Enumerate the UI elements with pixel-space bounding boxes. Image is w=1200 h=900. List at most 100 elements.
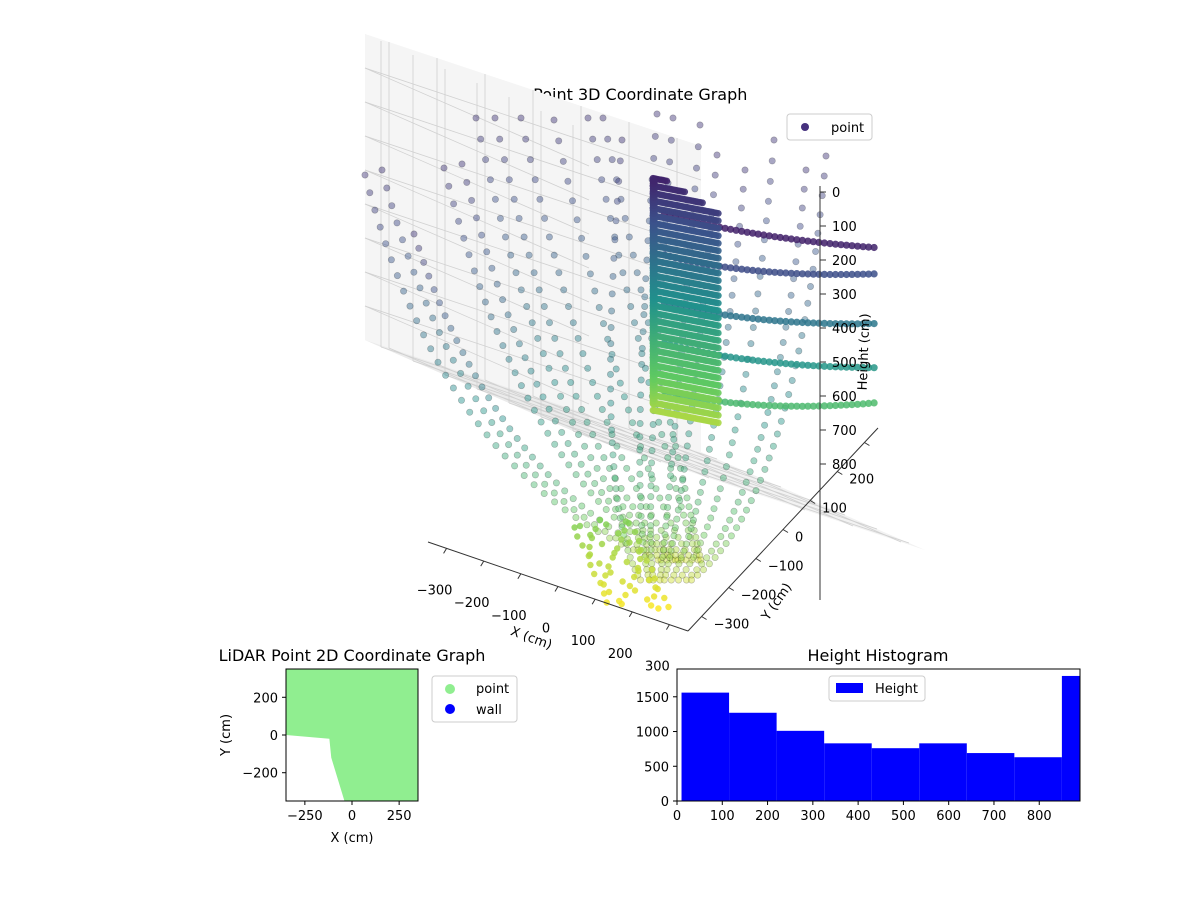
data-point [782, 360, 790, 368]
data-point [809, 319, 818, 327]
data-point [754, 315, 762, 323]
data-point [465, 251, 473, 259]
z-axis-tick-label: 100 [832, 220, 857, 235]
data-point [752, 487, 760, 495]
data-point [703, 554, 711, 562]
floor-grid-line [444, 374, 782, 488]
data-point [727, 399, 735, 407]
data-point [476, 283, 484, 291]
data-point [687, 524, 695, 532]
data-point [722, 463, 730, 471]
histogram-legend: Height [828, 675, 926, 702]
data-point [637, 376, 645, 384]
data-point [591, 570, 598, 578]
data-point [626, 582, 634, 590]
data-point [721, 224, 729, 232]
data-point [607, 340, 615, 348]
data-point [659, 503, 667, 511]
data-point [608, 439, 616, 447]
data-point [617, 195, 625, 203]
data-point [598, 540, 606, 548]
data-point [649, 176, 658, 185]
data-point [506, 425, 514, 433]
data-point [848, 401, 856, 409]
data-point [636, 419, 644, 427]
data-point [457, 396, 465, 404]
data-point [613, 197, 621, 205]
data-point [610, 513, 618, 521]
data-point [677, 554, 685, 562]
data-point [698, 560, 706, 568]
data-point [584, 364, 592, 372]
data-point [665, 603, 672, 611]
data-point [738, 400, 746, 408]
data-point [472, 395, 480, 403]
data-point [609, 554, 616, 561]
data-point [714, 411, 722, 419]
data-point [382, 240, 390, 248]
data-point [427, 345, 435, 353]
data-point [505, 176, 513, 184]
data-point [714, 262, 722, 270]
data-point [416, 284, 424, 292]
data-point [625, 519, 632, 527]
data-point [599, 320, 607, 328]
data-point [520, 471, 528, 479]
data-point [442, 342, 450, 350]
data-point [848, 242, 856, 250]
data-point [730, 275, 738, 283]
data-point [561, 487, 569, 495]
data-point [627, 302, 635, 310]
histogram-frame [676, 668, 1081, 802]
x-axis-tick-label: 200 [608, 647, 633, 662]
data-point [472, 114, 480, 122]
data-point [761, 421, 769, 429]
data-point [671, 556, 679, 564]
data-point [809, 402, 818, 410]
y-axis-tick [755, 558, 762, 562]
data-point [420, 331, 428, 339]
data-point [714, 344, 722, 352]
data-point [657, 556, 665, 564]
data-point [732, 258, 740, 266]
data-point [848, 363, 856, 371]
data-point [496, 214, 504, 222]
data-point [842, 363, 851, 371]
data-point [558, 428, 566, 436]
data-point [499, 296, 507, 304]
data-point [710, 505, 718, 513]
data-point [659, 546, 667, 554]
data-point [717, 532, 725, 540]
histogram-bar [871, 748, 920, 801]
data-point [714, 210, 722, 217]
data-point [564, 439, 572, 447]
data-point [378, 166, 386, 174]
data-point [505, 441, 513, 449]
data-point [561, 506, 569, 514]
data-point [714, 389, 722, 397]
data-point [682, 519, 690, 527]
data-point [511, 369, 519, 377]
data-point [727, 532, 735, 540]
data-point [638, 521, 646, 529]
data-point [593, 392, 601, 400]
x-axis-tick-label: −200 [454, 596, 490, 611]
data-point [716, 485, 724, 493]
left-grid-line [364, 67, 590, 167]
data-point [661, 531, 669, 539]
data-point [754, 401, 762, 409]
data-point [606, 464, 614, 472]
chart-3d: LiDAR Point 3D Coordinate Graph −300−200… [361, 34, 925, 675]
histogram-bar [1061, 675, 1080, 801]
data-point [670, 435, 678, 443]
data-point [361, 171, 369, 179]
data-point [674, 454, 682, 462]
data-point [496, 135, 504, 143]
data-point [641, 519, 649, 527]
data-point [677, 556, 685, 564]
data-point [613, 176, 621, 184]
data-point [664, 551, 672, 559]
data-point [415, 244, 423, 252]
data-point [541, 480, 549, 488]
data-point [738, 515, 746, 523]
